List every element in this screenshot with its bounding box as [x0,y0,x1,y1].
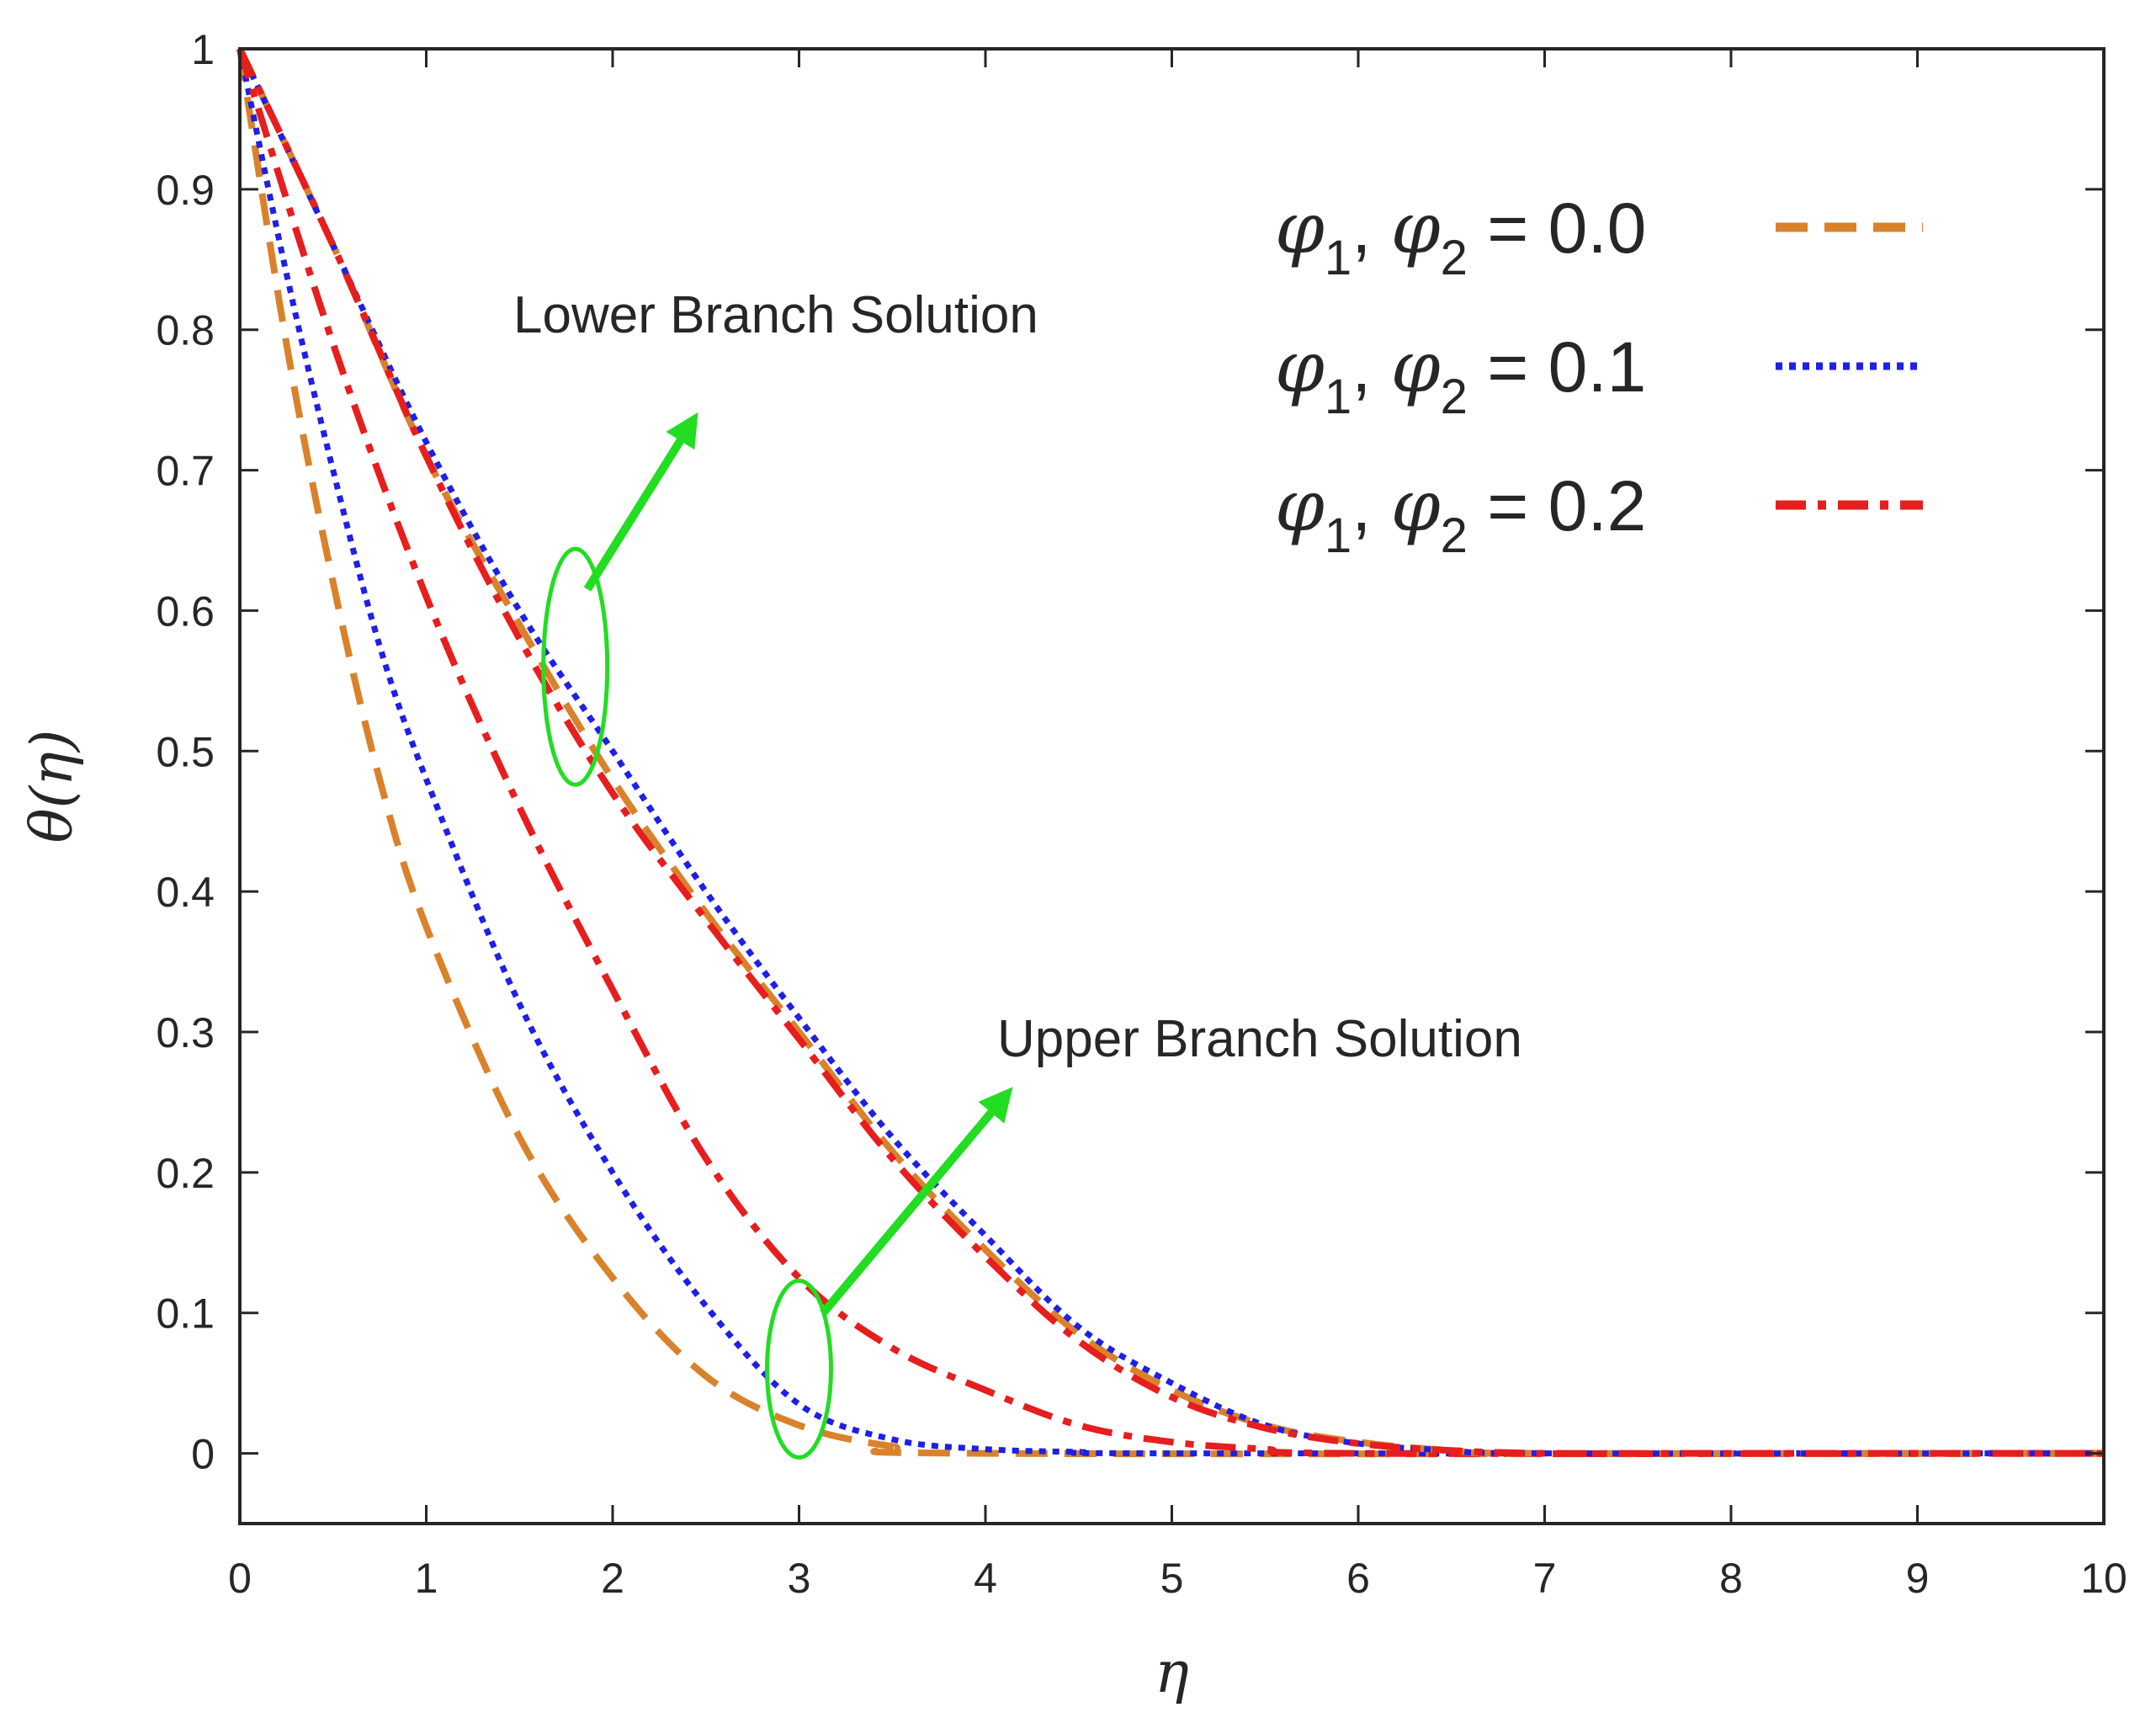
y-tick-label: 0.6 [156,588,215,635]
series-line-upper-1 [236,48,2105,1457]
annotation-arrow [820,1087,1013,1316]
x-tick-label: 6 [1346,1555,1370,1602]
y-tick-label: 0 [191,1431,215,1478]
x-tick-label: 3 [788,1555,811,1602]
y-tick-label: 0.2 [156,1150,215,1197]
series-line-lower-5 [236,47,2104,1457]
x-tick-label: 0 [228,1555,252,1602]
y-tick-label: 1 [191,26,215,73]
plot-frame [238,47,2106,1525]
x-tick-label: 7 [1533,1555,1557,1602]
y-tick-label: 0.8 [156,307,215,354]
y-tick-label: 0.1 [156,1290,215,1338]
annotation-ellipse [541,546,610,787]
y-axis-label: θ(η) [19,730,86,843]
legend-item: φ1, φ2 = 0.0 [1275,187,1923,285]
x-axis-label: η [1155,1640,1189,1706]
x-tick-label: 8 [1719,1555,1743,1602]
y-tick-label: 0.9 [156,167,215,214]
annotation-text: Lower Branch Solution [513,286,1038,344]
x-tick-label: 9 [1906,1555,1930,1602]
x-tick-label: 2 [601,1555,624,1602]
y-tick-label: 0.5 [156,728,215,775]
legend: φ1, φ2 = 0.0 φ1, φ2 = 0.1 φ1, φ2 = 0.2 [1275,187,1923,563]
legend-item: φ1, φ2 = 0.1 [1275,326,1923,424]
x-tick-label: 4 [974,1555,997,1602]
annotation-arrow [583,412,698,592]
legend-label: φ1, φ2 = 0.0 [1275,187,1646,285]
y-tick-label: 0.7 [156,448,215,495]
series-line-lower-4 [236,47,2105,1457]
annotations: Lower Branch Solution Upper Branch Soluti… [513,286,1522,1460]
y-tick-label: 0.3 [156,1009,215,1056]
series-line-lower-3 [236,47,2105,1457]
annotation-text: Upper Branch Solution [997,1010,1522,1068]
x-tick-label: 10 [2080,1555,2127,1602]
legend-label: φ1, φ2 = 0.2 [1275,465,1646,563]
x-tick-label: 5 [1160,1555,1184,1602]
legend-label: φ1, φ2 = 0.1 [1275,326,1646,424]
axis-ticks: 0 1 2 3 4 5 6 7 8 9 10 0 0.1 0.2 0.3 0.4 0.5 0.6 0.7 0.8 0.9… [156,26,2127,1602]
annotation-ellipse [765,1278,833,1460]
x-tick-label: 1 [415,1555,438,1602]
series-line-upper-0 [236,48,2105,1458]
y-tick-label: 0.4 [156,869,215,916]
legend-item: φ1, φ2 = 0.2 [1275,465,1923,563]
series-line-upper-2 [236,47,2105,1457]
curves [236,47,2105,1458]
